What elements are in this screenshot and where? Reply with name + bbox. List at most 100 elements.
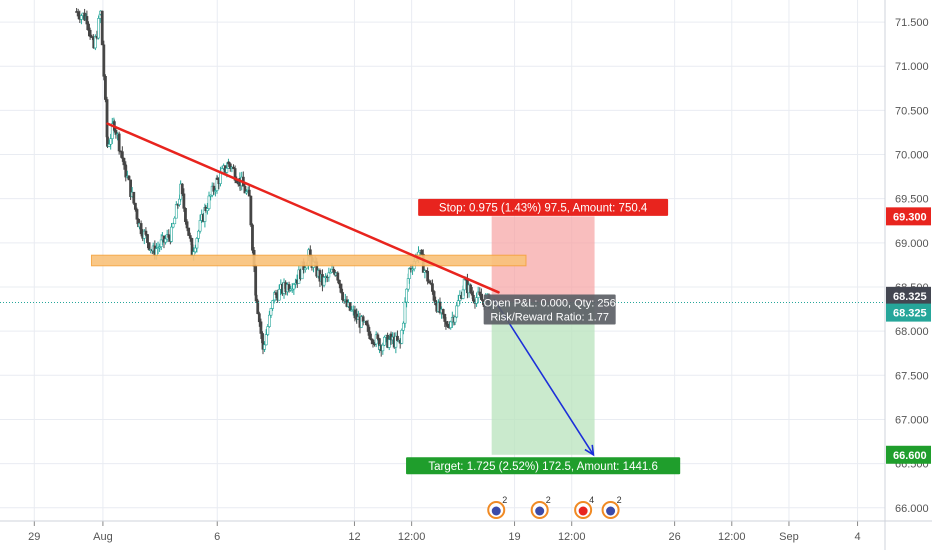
candle-body: [107, 143, 111, 147]
candle-body: [147, 242, 151, 250]
y-tick-label: 70.500: [895, 105, 929, 117]
pnl-label: Open P&L: 0.000, Qty: 256: [484, 297, 616, 309]
candle-body: [97, 18, 100, 39]
event-count: 2: [546, 495, 551, 505]
candle-body: [475, 297, 478, 304]
candle-body: [339, 283, 343, 293]
candle-body: [232, 167, 235, 169]
candle-body: [453, 316, 457, 323]
event-markers[interactable]: 2 2 4 2: [487, 495, 622, 519]
x-tick-label: 12:00: [718, 531, 746, 543]
candle-body: [106, 136, 109, 147]
event-count: 2: [502, 495, 507, 505]
candle-body: [294, 282, 297, 285]
candle-body: [407, 268, 411, 279]
price-badge-text: 68.325: [893, 308, 927, 320]
candle-body: [193, 247, 197, 253]
candle-body: [87, 23, 90, 31]
candle-body: [426, 270, 430, 282]
x-tick-label: Aug: [93, 531, 113, 543]
candle-body: [195, 238, 199, 249]
projection-arrow-head: [584, 444, 595, 457]
candle-body: [269, 308, 273, 316]
candle-body: [481, 299, 484, 302]
candle-body: [341, 292, 344, 301]
candle-body: [105, 99, 109, 138]
price-badge-text: 69.300: [893, 211, 927, 223]
x-tick-label: 4: [854, 531, 860, 543]
candle-body: [102, 44, 106, 77]
support-zone[interactable]: [90, 254, 527, 267]
candle-body: [80, 15, 83, 20]
price-badge[interactable]: [886, 207, 931, 226]
candle-body: [188, 235, 192, 239]
candles: [75, 8, 492, 357]
candle-body: [124, 165, 128, 178]
projection-arrow[interactable]: [493, 298, 595, 456]
candle-body: [132, 191, 136, 204]
y-tick-label: 67.000: [895, 414, 929, 426]
candle-body: [394, 335, 398, 348]
candle-body: [471, 294, 475, 302]
candle-body: [198, 220, 202, 232]
x-tick-label: 12: [348, 531, 360, 543]
candle-body: [337, 279, 341, 285]
candle-body: [120, 151, 124, 159]
event-flag-icon: [606, 506, 616, 516]
event-flag-icon: [491, 506, 501, 516]
drawings[interactable]: [0, 122, 885, 457]
candle-body: [173, 217, 177, 225]
candle-body: [431, 283, 434, 292]
price-badge[interactable]: [886, 303, 931, 322]
candle-body: [336, 272, 340, 281]
y-tick-label: 71.500: [895, 17, 929, 29]
candle-body: [332, 268, 336, 273]
event-flag-icon: [535, 506, 545, 516]
candle-body: [122, 157, 126, 166]
trendline[interactable]: [106, 122, 500, 294]
event-count: 4: [589, 495, 594, 505]
candle-body: [114, 130, 118, 135]
candle-body: [290, 288, 294, 291]
candle-body: [109, 138, 113, 145]
y-tick-label: 66.000: [895, 503, 929, 515]
candle-body: [387, 339, 391, 348]
candle-body: [396, 335, 399, 341]
y-tick-label: 70.000: [895, 150, 929, 162]
x-tick-label: 26: [668, 531, 680, 543]
candle-body: [455, 305, 459, 318]
candle-body: [117, 133, 121, 152]
candle-body: [374, 334, 378, 345]
target-label-bg: [406, 457, 681, 475]
price-axis[interactable]: 66.00066.50067.00067.50068.00068.50069.0…: [884, 0, 931, 550]
candle-body: [219, 172, 222, 184]
candle-body: [209, 194, 213, 197]
candle-body: [110, 123, 114, 139]
price-badge[interactable]: [886, 445, 931, 464]
candle-body: [449, 321, 453, 329]
candle-body: [180, 183, 184, 195]
candle-body: [368, 331, 372, 340]
candle-body: [251, 224, 254, 251]
candle-body: [361, 316, 365, 322]
target-label: Target: 1.725 (2.52%) 172.5, Amount: 144…: [428, 461, 658, 473]
candle-body: [133, 202, 137, 210]
candle-body: [146, 234, 149, 243]
candle-body: [129, 179, 132, 197]
risk-reward-label: Risk/Reward Ratio: 1.77: [490, 311, 609, 323]
candle-body: [322, 277, 326, 286]
candle-body: [456, 300, 460, 307]
time-axis[interactable]: 29 Aug 6 12 12:00 19 12:00 26 12:00 Sep 4: [0, 520, 932, 543]
x-tick-label: 12:00: [398, 531, 426, 543]
candle-body: [144, 230, 148, 235]
candle-body: [104, 75, 107, 100]
y-tick-label: 68.000: [895, 326, 929, 338]
candle-body: [259, 321, 263, 334]
price-badge[interactable]: [886, 286, 931, 305]
candle-body: [383, 336, 386, 346]
candle-body: [401, 322, 405, 331]
candle-body: [139, 223, 143, 235]
candle-body: [256, 300, 260, 314]
